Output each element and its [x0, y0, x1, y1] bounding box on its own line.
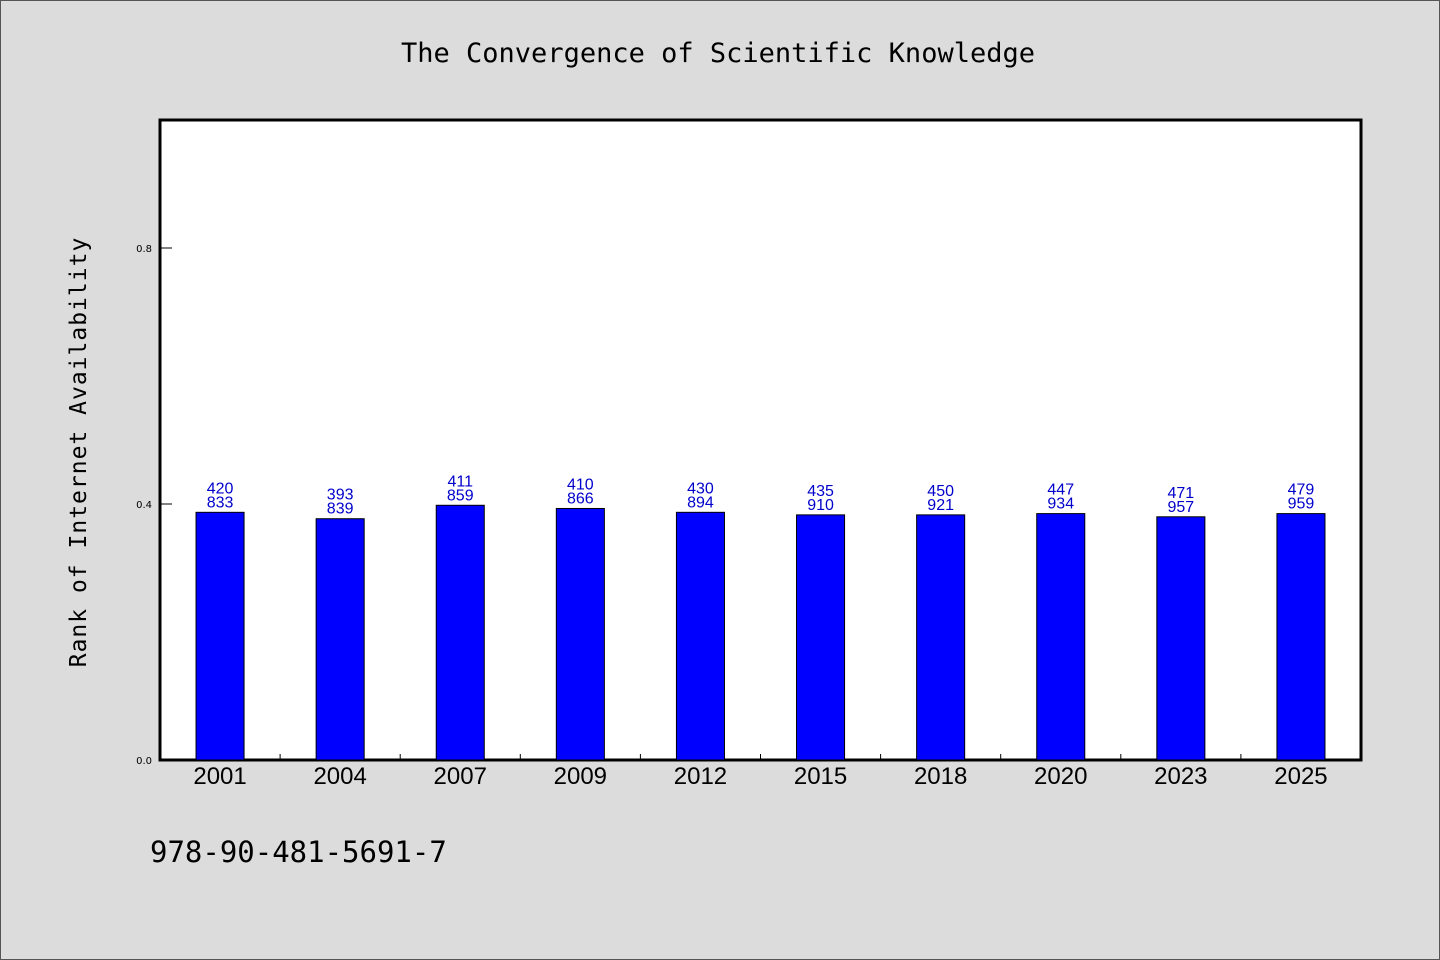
x-tick-label: 2001: [193, 763, 246, 790]
data-label-top: 479: [1288, 482, 1315, 499]
data-label-bottom: 910: [807, 497, 834, 514]
bar: [796, 514, 846, 761]
bar: [675, 511, 725, 761]
x-tick-label: 2015: [794, 763, 847, 790]
y-tick-label: 0.0: [136, 756, 152, 767]
data-label-top: 410: [567, 476, 594, 493]
data-label-bottom: 957: [1167, 499, 1194, 516]
data-label-bottom: 894: [687, 494, 714, 511]
data-label-top: 393: [327, 487, 354, 504]
bar: [1036, 513, 1086, 761]
data-label-bottom: 934: [1047, 496, 1074, 513]
x-tick-label: 2007: [434, 763, 487, 790]
bar-series: [195, 504, 1326, 761]
data-label-top: 430: [687, 480, 714, 497]
y-axis-label: Rank of Internet Availability: [66, 237, 92, 668]
data-label-bottom: 833: [207, 494, 234, 511]
data-label-top: 447: [1047, 482, 1074, 499]
x-tick-label: 2012: [674, 763, 727, 790]
chart-title: The Convergence of Scientific Knowledge: [401, 38, 1035, 69]
bar: [1276, 513, 1326, 761]
data-label-top: 435: [807, 483, 834, 500]
isbn-annotation: 978-90-481-5691-7: [150, 835, 447, 869]
data-label-bottom: 859: [447, 487, 474, 504]
x-tick-label: 2009: [554, 763, 607, 790]
bar: [916, 514, 966, 761]
data-label-bottom: 866: [567, 490, 594, 507]
data-label-top: 471: [1167, 485, 1194, 502]
data-label-bottom: 839: [327, 501, 354, 518]
bar: [195, 511, 245, 761]
data-label-top: 420: [207, 480, 234, 497]
data-label-bottom: 921: [927, 497, 954, 514]
data-label-bottom: 959: [1288, 496, 1315, 513]
y-tick-label: 0.4: [136, 500, 152, 511]
x-tick-label: 2025: [1274, 763, 1327, 790]
bar: [315, 518, 365, 761]
data-label-top: 450: [927, 483, 954, 500]
x-tick-label: 2018: [914, 763, 967, 790]
bar: [1156, 516, 1206, 761]
bar: [435, 504, 485, 761]
x-tick-label: 2020: [1034, 763, 1087, 790]
bar: [555, 507, 605, 761]
y-axis-ticks: 0.0 0.4 0.8: [136, 244, 172, 767]
x-tick-label: 2023: [1154, 763, 1207, 790]
x-axis-ticks: 2001 2004 2007 2009 2012 2015 2018 2020 2023 2025: [193, 754, 1328, 790]
data-label-top: 411: [447, 473, 473, 490]
y-tick-label: 0.8: [136, 244, 152, 255]
x-tick-label: 2004: [313, 763, 366, 790]
